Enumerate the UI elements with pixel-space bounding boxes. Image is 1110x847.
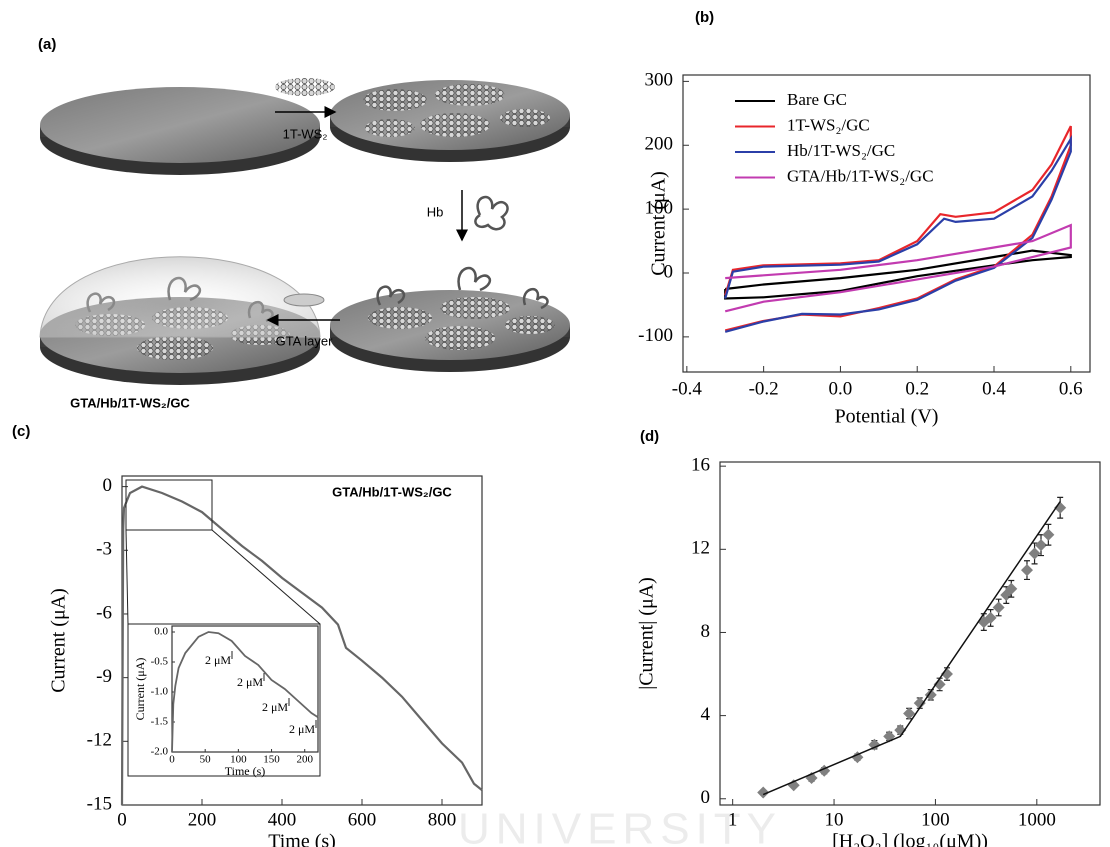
x-axis-label: [H₂O₂] (log₁₀(μM)) bbox=[832, 831, 988, 847]
y-tick-label: -0.5 bbox=[151, 656, 169, 668]
data-point bbox=[1042, 529, 1054, 541]
x-tick-label: 0.0 bbox=[829, 378, 853, 399]
panel-label: (d) bbox=[640, 428, 659, 445]
disc-hb bbox=[330, 268, 570, 372]
y-axis-label: Current (μA) bbox=[48, 588, 70, 693]
data-point bbox=[1029, 547, 1041, 559]
y-axis-label: Current (μA) bbox=[133, 658, 147, 721]
data-point bbox=[1021, 564, 1033, 576]
y-tick-label: -1.0 bbox=[151, 686, 169, 698]
panel-label: (b) bbox=[695, 9, 714, 26]
y-tick-label: 200 bbox=[645, 134, 674, 155]
x-tick-label: 0.6 bbox=[1059, 378, 1083, 399]
panel-label: (c) bbox=[12, 423, 30, 440]
disc-ws2 bbox=[330, 80, 570, 162]
y-axis-label: Current (μA) bbox=[648, 171, 670, 276]
plot-frame bbox=[720, 462, 1100, 805]
annotation: 2 μM bbox=[205, 653, 231, 667]
x-tick-label: 800 bbox=[428, 809, 457, 830]
x-tick-label: 10 bbox=[825, 809, 844, 830]
figure: UNIVERSITY 1T-WS₂ Hb GTA layer GTA/Hb/1T… bbox=[0, 0, 1110, 847]
series-line bbox=[725, 225, 1071, 311]
x-axis-label: Potential (V) bbox=[835, 406, 939, 428]
y-tick-label: -9 bbox=[96, 666, 112, 687]
x-tick-label: 400 bbox=[268, 809, 297, 830]
y-tick-label: 0 bbox=[103, 475, 113, 496]
gta-icon bbox=[284, 294, 324, 306]
y-tick-label: -2.0 bbox=[151, 746, 169, 758]
legend-label: Bare GC bbox=[787, 90, 847, 109]
x-tick-label: 1 bbox=[728, 809, 738, 830]
y-tick-label: 300 bbox=[645, 70, 674, 91]
step-label: GTA layer bbox=[276, 333, 334, 348]
y-tick-label: 8 bbox=[701, 621, 711, 642]
x-axis-label: Time (s) bbox=[225, 764, 266, 778]
x-tick-label: 100 bbox=[921, 809, 950, 830]
y-tick-label: -12 bbox=[87, 730, 112, 751]
annotation: 2 μM bbox=[262, 700, 288, 714]
result-label: GTA/Hb/1T-WS₂/GC bbox=[70, 395, 190, 410]
legend-label: Hb/1T-WS₂/GC bbox=[787, 141, 895, 160]
step-label: Hb bbox=[427, 204, 444, 219]
data-point bbox=[1035, 539, 1047, 551]
y-tick-label: 16 bbox=[691, 455, 710, 476]
x-tick-label: 50 bbox=[200, 754, 212, 766]
zoom-line bbox=[126, 530, 128, 624]
x-tick-label: 0.4 bbox=[982, 378, 1006, 399]
data-point bbox=[993, 602, 1005, 614]
zoom-line bbox=[212, 530, 320, 624]
x-tick-label: 1000 bbox=[1018, 809, 1056, 830]
x-tick-label: -0.2 bbox=[749, 378, 779, 399]
step-label: 1T-WS₂ bbox=[283, 126, 328, 141]
panel-label: (a) bbox=[38, 36, 56, 53]
x-tick-label: 0 bbox=[169, 754, 175, 766]
y-tick-label: -1.5 bbox=[151, 716, 169, 728]
y-tick-label: -100 bbox=[638, 325, 673, 346]
x-tick-label: 600 bbox=[348, 809, 377, 830]
annotation: GTA/Hb/1T-WS₂/GC bbox=[332, 484, 452, 499]
x-tick-label: 200 bbox=[188, 809, 217, 830]
x-axis-label: Time (s) bbox=[268, 831, 336, 847]
y-tick-label: -3 bbox=[96, 539, 112, 560]
x-tick-label: 0.2 bbox=[905, 378, 929, 399]
y-tick-label: 0.0 bbox=[154, 626, 168, 638]
diagram: 1T-WS₂ Hb GTA layer GTA/Hb/1T-WS₂/GC bbox=[40, 78, 570, 410]
hb-icon bbox=[475, 197, 507, 229]
y-tick-label: 4 bbox=[701, 704, 711, 725]
y-tick-label: 0 bbox=[701, 787, 711, 808]
legend-label: 1T-WS₂/GC bbox=[787, 115, 870, 134]
x-tick-label: 0 bbox=[117, 809, 127, 830]
y-tick-label: -6 bbox=[96, 602, 112, 623]
annotation: 2 μM bbox=[289, 722, 315, 736]
disc-bare bbox=[40, 87, 320, 175]
fit-line bbox=[763, 502, 1060, 795]
ws2-sheet-icon bbox=[275, 78, 335, 96]
annotation: 2 μM bbox=[237, 675, 263, 689]
x-tick-label: 200 bbox=[296, 754, 313, 766]
y-tick-label: -15 bbox=[87, 793, 112, 814]
y-axis-label: |Current| (μA) bbox=[636, 577, 658, 690]
y-tick-label: 12 bbox=[691, 538, 710, 559]
x-tick-label: -0.4 bbox=[672, 378, 703, 399]
disc-gta bbox=[40, 257, 320, 385]
legend-label: GTA/Hb/1T-WS₂/GC bbox=[787, 166, 934, 185]
x-tick-label: 150 bbox=[263, 754, 280, 766]
